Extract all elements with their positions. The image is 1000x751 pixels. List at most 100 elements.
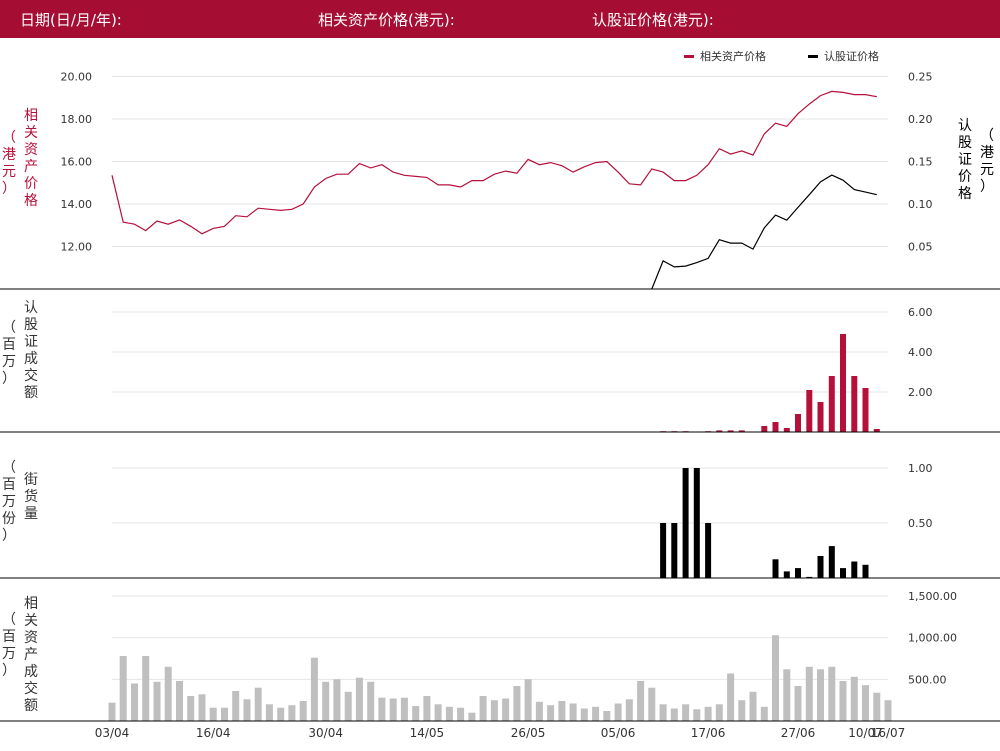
warrant-turnover-bar — [817, 402, 824, 432]
asset-turnover-axis-unit-glyph: （ — [2, 612, 16, 628]
outstanding-bar — [828, 546, 835, 578]
legend-swatch-asset — [684, 55, 694, 58]
warrant-turnover-bar — [716, 430, 723, 432]
legend-swatch-warrant — [808, 55, 818, 58]
outstanding-bar — [783, 571, 790, 578]
warrant-price-axis-unit-glyph: 港 — [980, 145, 994, 161]
asset-turnover-bar — [817, 669, 824, 721]
warrant-turnover-bar — [727, 430, 734, 432]
x-tick-label: 14/05 — [410, 726, 445, 740]
warrant-turnover-axis-unit-glyph: 百 — [2, 337, 16, 353]
warrant-turnover-bar — [738, 430, 745, 432]
asset-turnover-tick-label: 1,500.00 — [908, 590, 957, 603]
asset-price-axis-unit: （港元） — [2, 130, 16, 198]
x-tick-label: 27/06 — [781, 726, 816, 740]
price-right-tick-label: 0.15 — [908, 156, 933, 169]
asset-price-axis-unit-glyph: （ — [2, 130, 16, 146]
asset-turnover-axis-unit: （百万） — [2, 612, 16, 680]
warrant-turnover-bar — [783, 428, 790, 432]
asset-turnover-bar — [783, 669, 791, 721]
x-axis: 03/04 16/04 30/04 14/05 26/05 05/06 17/06 27/06… — [95, 726, 906, 740]
outstanding-tick-label: 1.00 — [908, 462, 933, 475]
price-panel: 12.00 14.00 16.00 18.00 20.00 0.05 0.10 0.15 0.2… — [0, 71, 1000, 290]
asset-price-axis-title-glyph: 关 — [24, 125, 38, 141]
asset-turnover-bar — [378, 697, 386, 721]
asset-turnover-tick-label: 1,000.00 — [908, 632, 957, 645]
asset-turnover-bar — [423, 696, 431, 721]
warrant-price-axis-title-glyph: 股 — [958, 135, 972, 151]
asset-turnover-bar — [569, 703, 577, 721]
asset-price-axis-title: 相关资产价格 — [24, 108, 38, 210]
warrant-turnover-axis-unit-glyph: 万 — [2, 354, 16, 370]
header-bar: 日期(日/月/年): 相关资产价格(港元): 认股证价格(港元): — [0, 0, 1000, 38]
warrant-price-axis-title-glyph: 证 — [958, 152, 972, 168]
asset-price-axis-unit-glyph: 港 — [2, 147, 16, 163]
asset-turnover-bar — [738, 700, 746, 721]
warrant-turnover-panel: 2.00 4.00 6.00 — [0, 306, 1000, 433]
outstanding-axis-unit: （百万份） — [2, 460, 16, 545]
warrant-turnover-axis-title-glyph: 认 — [24, 300, 38, 316]
price-right-tick-label: 0.10 — [908, 198, 933, 211]
asset-turnover-bar — [693, 709, 701, 721]
chart-area: 相关资产价格 认股证价格 12.0014.0016.0018.0020.000.0… — [0, 49, 1000, 740]
asset-turnover-bar — [367, 681, 375, 721]
asset-price-axis-title-glyph: 资 — [24, 142, 38, 158]
asset-turnover-bar — [884, 700, 892, 721]
x-tick-label: 16/07 — [871, 726, 906, 740]
asset-turnover-bar — [187, 696, 195, 721]
price-left-tick-label: 14.00 — [61, 198, 93, 211]
asset-turnover-tick-label: 500.00 — [908, 673, 947, 686]
price-right-tick-label: 0.25 — [908, 71, 933, 84]
x-tick-label: 05/06 — [601, 726, 636, 740]
x-tick-label: 16/04 — [196, 726, 231, 740]
asset-turnover-bar — [850, 676, 858, 721]
asset-turnover-bar — [265, 704, 273, 721]
asset-turnover-axis-title-glyph: 额 — [24, 698, 38, 714]
outstanding-bar — [840, 568, 846, 578]
outstanding-axis-unit-glyph: （ — [2, 460, 16, 476]
asset-turnover-bar — [434, 704, 442, 721]
asset-turnover-bar — [805, 666, 813, 721]
warrant-price-axis-unit-glyph: （ — [980, 128, 994, 144]
outstanding-axis-title-glyph: 货 — [24, 489, 38, 505]
asset-turnover-bar — [389, 698, 397, 721]
price-left-tick-label: 12.00 — [61, 241, 93, 254]
asset-turnover-bar — [333, 679, 341, 721]
warrant-turnover-bar — [862, 388, 869, 432]
legend-label-warrant: 认股证价格 — [824, 49, 879, 63]
asset-turnover-bar — [772, 635, 779, 721]
asset-turnover-axis-title-glyph: 关 — [24, 613, 38, 629]
warrant-turnover-axis-title-glyph: 额 — [24, 385, 38, 401]
asset-turnover-axis-title-glyph: 交 — [24, 681, 38, 697]
outstanding-axis-title: 街货量 — [24, 472, 38, 523]
price-left-tick-label: 18.00 — [61, 113, 93, 126]
asset-turnover-bar — [727, 673, 735, 721]
asset-turnover-bar — [637, 681, 645, 721]
warrant-turnover-tick-label: 6.00 — [908, 306, 933, 319]
asset-turnover-axis-unit-glyph: 百 — [2, 629, 16, 645]
asset-turnover-bar — [659, 704, 667, 721]
asset-turnover-bar — [355, 677, 363, 721]
asset-turnover-bar — [164, 666, 172, 721]
asset-price-axis-title-glyph: 相 — [24, 108, 38, 124]
outstanding-bar — [705, 523, 712, 578]
asset-turnover-bar — [828, 666, 836, 721]
asset-turnover-bar — [277, 707, 285, 721]
asset-turnover-bar — [490, 700, 498, 721]
outstanding-axis-unit-glyph: 份 — [2, 511, 16, 527]
outstanding-bar — [851, 561, 858, 578]
warrant-turnover-bar — [772, 422, 779, 432]
warrant-turnover-bar — [873, 429, 880, 432]
price-left-tick-label: 20.00 — [61, 71, 93, 84]
asset-turnover-bar — [580, 708, 588, 721]
outstanding-bar — [862, 564, 869, 578]
warrant-price-line — [651, 174, 877, 290]
outstanding-bar — [795, 568, 801, 578]
warrant-turnover-axis-title-glyph: 股 — [24, 317, 38, 333]
outstanding-axis-unit-glyph: ） — [2, 528, 16, 544]
x-tick-label: 30/04 — [308, 726, 343, 740]
warrant-turnover-axis-title: 认股证成交额 — [24, 300, 38, 402]
asset-turnover-bar — [131, 683, 138, 721]
asset-turnover-bar — [704, 706, 712, 721]
asset-turnover-bar — [625, 699, 633, 721]
